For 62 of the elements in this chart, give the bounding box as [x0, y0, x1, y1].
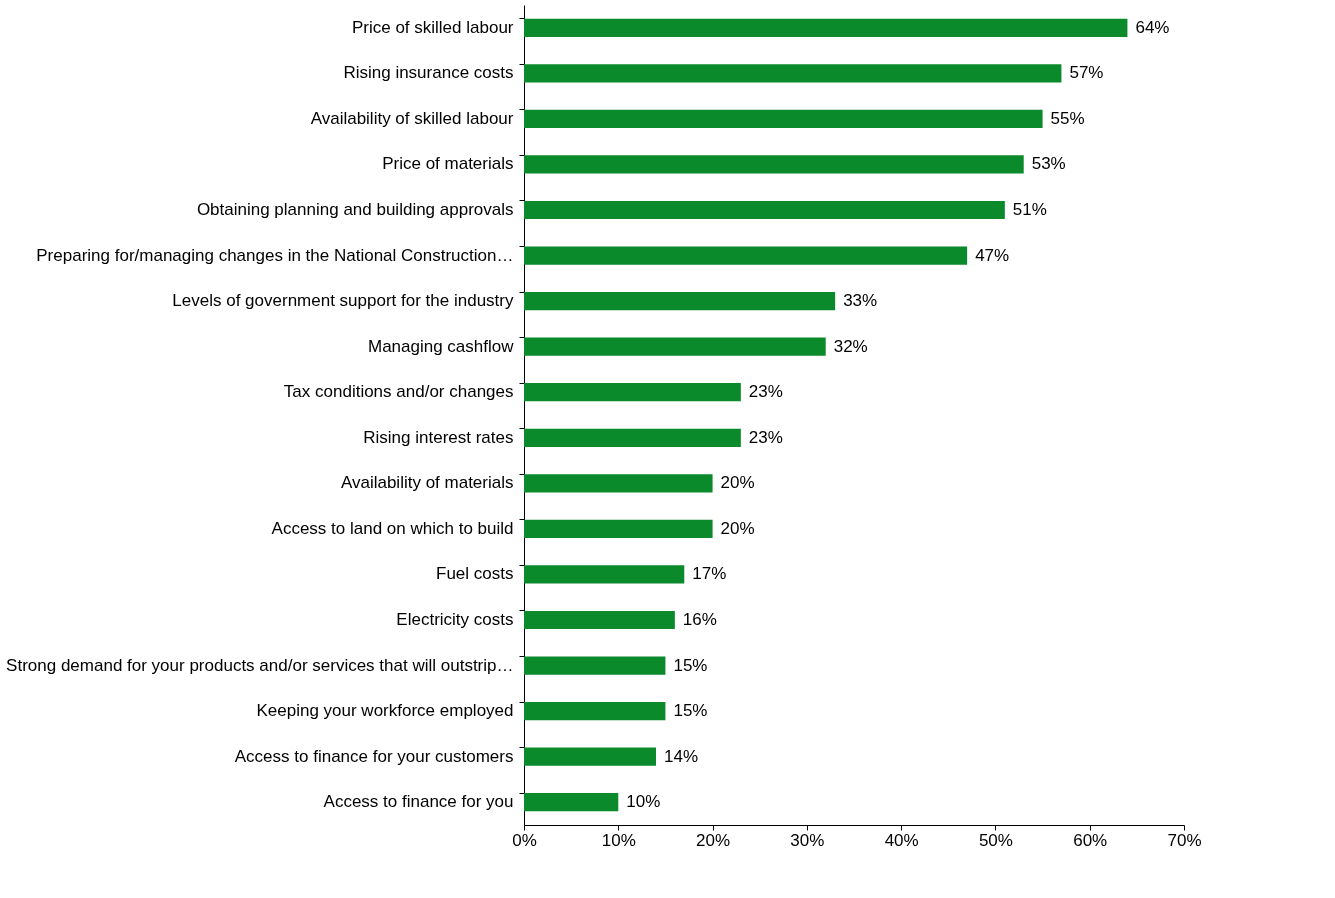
y-tick-label: Availability of materials — [340, 473, 514, 493]
bar — [524, 18, 1128, 37]
bar — [524, 793, 619, 812]
bar — [524, 109, 1043, 128]
bar — [524, 383, 741, 402]
data-label: 15% — [673, 701, 708, 721]
bar — [524, 64, 1062, 83]
bar — [524, 656, 666, 675]
bar — [524, 519, 713, 538]
x-tick-label: 50% — [978, 830, 1013, 850]
y-tick-label: Price of materials — [382, 154, 514, 174]
data-label: 10% — [626, 792, 661, 812]
data-label: 57% — [1069, 63, 1104, 83]
bar — [524, 565, 685, 584]
y-tick-label: Keeping your workforce employed — [256, 701, 514, 721]
data-label: 64% — [1135, 17, 1170, 37]
bar — [524, 702, 666, 721]
data-label: 53% — [1031, 154, 1066, 174]
data-label: 17% — [692, 564, 727, 584]
y-tick-label: Price of skilled labour — [351, 17, 514, 37]
x-tick-label: 20% — [696, 830, 731, 850]
data-label: 33% — [843, 291, 878, 311]
x-tick-label: 0% — [512, 830, 537, 850]
y-tick-label: Managing cashflow — [367, 336, 515, 356]
y-tick-label: Levels of government support for the industry — [172, 291, 514, 311]
bar — [524, 428, 741, 447]
y-tick-label: Access to finance for you — [323, 792, 514, 812]
x-tick-label: 70% — [1167, 830, 1202, 850]
data-label: 20% — [720, 473, 755, 493]
bar — [524, 155, 1024, 174]
y-tick-label: Rising interest rates — [363, 427, 514, 447]
y-tick-label: Obtaining planning and building approvals — [196, 200, 514, 219]
data-label: 47% — [975, 245, 1010, 265]
y-tick-label: Tax conditions and/or changes — [283, 382, 514, 402]
x-tick-label: 40% — [884, 830, 919, 850]
x-tick-label: 30% — [790, 830, 825, 850]
y-tick-label: Access to finance for your customers — [234, 746, 514, 766]
data-label: 23% — [748, 427, 783, 447]
data-label: 14% — [664, 746, 699, 766]
data-label: 23% — [748, 382, 783, 402]
y-tick-label: Electricity costs — [396, 610, 514, 629]
bar — [524, 474, 713, 493]
y-tick-label: Availability of skilled labour — [310, 108, 514, 128]
y-tick-label: Rising insurance costs — [343, 63, 514, 83]
bar — [524, 200, 1005, 220]
y-tick-label: Strong demand for your products and/or services that will outstrip… — [6, 655, 514, 675]
data-label: 20% — [720, 518, 755, 538]
y-tick-label: Fuel costs — [436, 564, 514, 584]
data-label: 51% — [1012, 200, 1047, 219]
data-label: 15% — [673, 655, 708, 675]
data-label: 32% — [833, 336, 868, 356]
y-tick-label: Preparing for/managing changes in the National Construction… — [36, 245, 514, 265]
bar — [524, 337, 826, 356]
bar — [524, 292, 836, 311]
bar — [524, 246, 968, 265]
bar — [524, 610, 675, 630]
bar — [524, 747, 656, 766]
x-tick-label: 10% — [601, 830, 636, 850]
y-tick-label: Access to land on which to build — [271, 518, 514, 538]
data-label: 55% — [1050, 108, 1085, 128]
x-tick-label: 60% — [1073, 830, 1108, 850]
data-label: 16% — [682, 610, 717, 629]
